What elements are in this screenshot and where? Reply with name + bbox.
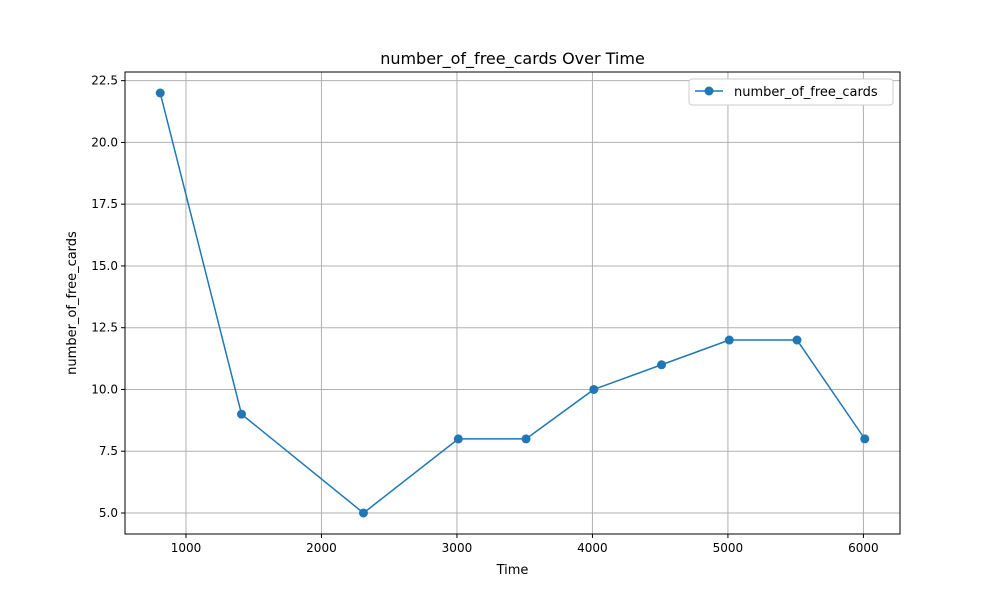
x-tick-label: 6000: [848, 541, 879, 555]
series-layer: [155, 88, 870, 518]
data-point: [155, 88, 165, 98]
x-axis-label: Time: [496, 563, 529, 578]
y-tick-label: 15.0: [91, 259, 118, 273]
data-point: [589, 384, 599, 394]
chart-title: number_of_free_cards Over Time: [380, 49, 645, 69]
y-tick-label: 20.0: [91, 135, 118, 149]
data-point: [860, 434, 870, 444]
data-point: [724, 335, 734, 345]
data-point: [521, 434, 531, 444]
plot-background: [125, 72, 900, 534]
legend-box: [688, 78, 894, 106]
y-tick-label: 22.5: [91, 74, 118, 88]
x-tick-label: 2000: [306, 541, 337, 555]
x-tick-label: 4000: [577, 541, 608, 555]
y-tick-label: 12.5: [91, 321, 118, 335]
y-tick-label: 17.5: [91, 197, 118, 211]
data-point: [792, 335, 802, 345]
ticks: 1000 2000 3000 4000 5000 6000 5.0 7.5 10.0 12.5 15…: [91, 74, 878, 555]
legend-label: number_of_free_cards: [734, 85, 878, 100]
y-tick-label: 7.5: [99, 444, 118, 458]
x-tick-label: 3000: [442, 541, 473, 555]
y-tick-label: 10.0: [91, 382, 118, 396]
series-line: [159, 92, 866, 514]
y-axis-label: number_of_free_cards: [65, 231, 80, 375]
x-tick-label: 1000: [171, 541, 202, 555]
legend: number_of_free_cards: [688, 78, 894, 106]
y-tick-label: 5.0: [99, 506, 118, 520]
plot-frame: [124, 71, 901, 535]
data-point: [657, 360, 667, 370]
data-point: [358, 508, 368, 518]
x-tick-label: 5000: [713, 541, 744, 555]
data-point: [453, 434, 463, 444]
data-point: [237, 409, 247, 419]
legend-marker: [704, 86, 714, 96]
